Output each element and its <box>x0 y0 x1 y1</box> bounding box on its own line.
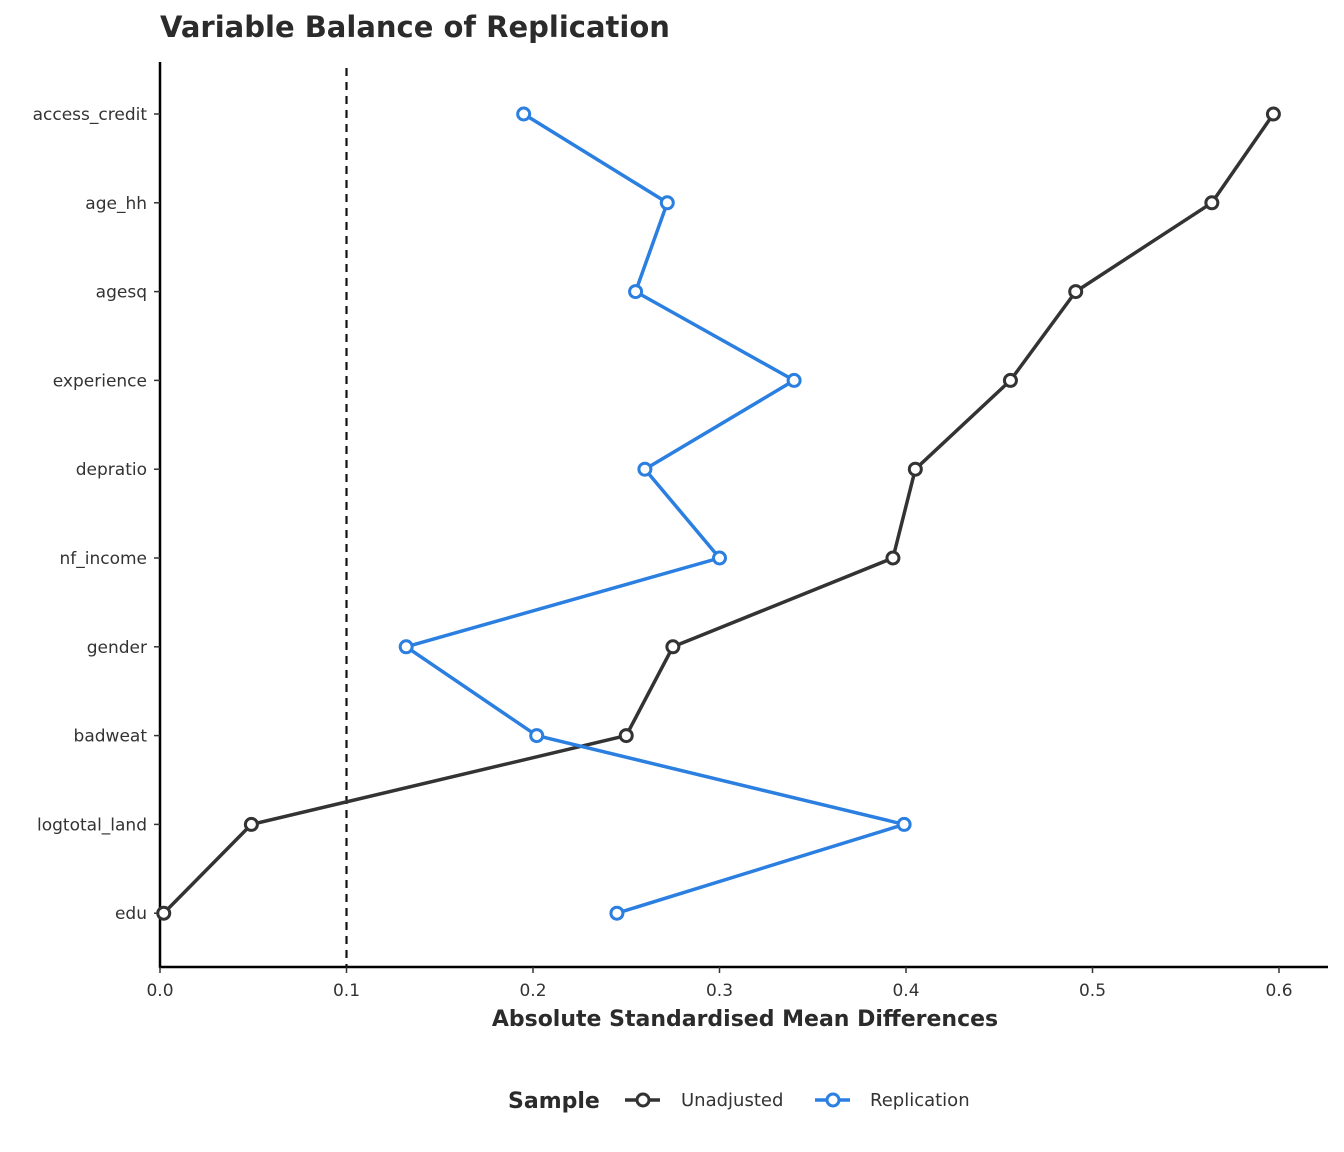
data-point <box>659 195 675 211</box>
data-point <box>516 106 532 122</box>
legend-key-point <box>825 1092 841 1108</box>
data-point <box>398 639 414 655</box>
y-tick-label: nf_income <box>59 549 147 569</box>
x-tick-label: 0.5 <box>1079 981 1106 1001</box>
y-tick-label: badweat <box>74 727 148 747</box>
data-point <box>885 550 901 566</box>
data-point <box>243 816 259 832</box>
series-line <box>404 112 906 915</box>
series-replication <box>398 106 912 921</box>
x-axis-title: Absolute Standardised Mean Differences <box>492 1007 998 1032</box>
y-tick-label: gender <box>87 638 147 658</box>
x-tick-label: 0.6 <box>1265 981 1292 1001</box>
data-point <box>609 905 625 921</box>
data-point <box>907 461 923 477</box>
plot-area: 0.0 0.1 0.2 0.3 0.4 0.5 0.6 access_credit age_hh… <box>33 62 1328 1001</box>
data-point <box>1002 372 1018 388</box>
data-point <box>156 905 172 921</box>
series-line <box>162 113 1275 915</box>
y-tick-label: access_credit <box>33 105 148 125</box>
y-tick-label: age_hh <box>85 194 147 214</box>
y-tick-label: agesq <box>96 283 147 303</box>
data-point <box>628 284 644 300</box>
legend: Sample Unadjusted Replication <box>508 1089 970 1114</box>
data-point <box>786 372 802 388</box>
y-tick-label: depratio <box>76 460 147 480</box>
legend-label: Unadjusted <box>681 1090 783 1111</box>
series-unadjusted <box>156 106 1281 921</box>
chart-title: Variable Balance of Replication <box>160 10 670 44</box>
x-tick-label: 0.1 <box>333 981 360 1001</box>
y-tick-label: experience <box>53 371 147 391</box>
x-tick-label: 0.4 <box>892 981 919 1001</box>
data-point <box>1265 106 1281 122</box>
data-point <box>637 461 653 477</box>
y-tick-label: edu <box>115 904 147 924</box>
y-tick-label: logtotal_land <box>37 815 147 835</box>
data-point <box>1068 284 1084 300</box>
data-point <box>1204 195 1220 211</box>
data-point <box>618 728 634 744</box>
x-tick-label: 0.3 <box>706 981 733 1001</box>
x-tick-label: 0.2 <box>519 981 546 1001</box>
legend-title: Sample <box>508 1089 600 1114</box>
legend-key-point <box>635 1092 651 1108</box>
data-point <box>529 728 545 744</box>
legend-label: Replication <box>870 1090 970 1111</box>
data-point <box>896 816 912 832</box>
data-point <box>712 550 727 566</box>
data-point <box>665 639 681 655</box>
x-tick-label: 0.0 <box>146 981 173 1001</box>
